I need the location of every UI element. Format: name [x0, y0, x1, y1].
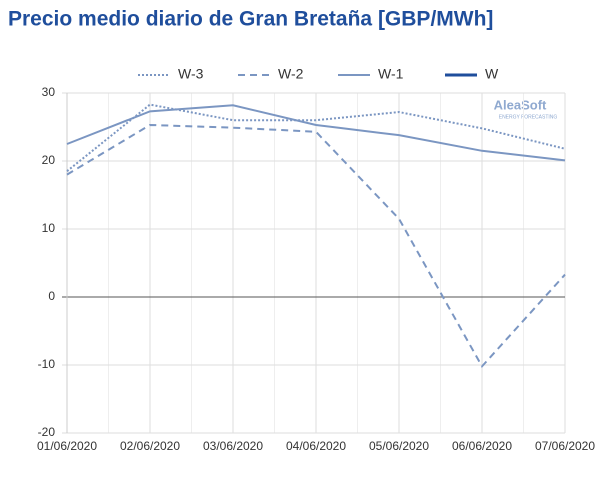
y-tick-label: 0: [48, 289, 55, 303]
y-tick-label: 20: [42, 153, 56, 167]
y-tick-label: 30: [42, 85, 56, 99]
x-tick-label: 05/06/2020: [369, 439, 429, 453]
x-tick-label: 01/06/2020: [37, 439, 97, 453]
x-tick-label: 03/06/2020: [203, 439, 263, 453]
x-tick-label: 02/06/2020: [120, 439, 180, 453]
chart-title: Precio medio diario de Gran Bretaña [GBP…: [8, 8, 493, 31]
x-tick-label: 06/06/2020: [452, 439, 512, 453]
y-tick-label: -20: [38, 425, 56, 439]
series-line: [66, 123, 566, 369]
series-line: [66, 104, 566, 162]
legend-label: W-3: [178, 66, 204, 82]
y-tick-label: -10: [38, 357, 56, 371]
legend-label: W-1: [378, 66, 404, 82]
x-tick-label: 07/06/2020: [535, 439, 595, 453]
legend-label: W: [485, 66, 499, 82]
watermark-sub: ENERGY FORECASTING: [499, 114, 558, 120]
y-tick-label: 10: [42, 221, 56, 235]
series-line: [66, 103, 566, 172]
legend-label: W-2: [278, 66, 304, 82]
watermark: AleaSoft: [494, 97, 547, 112]
x-tick-label: 04/06/2020: [286, 439, 346, 453]
